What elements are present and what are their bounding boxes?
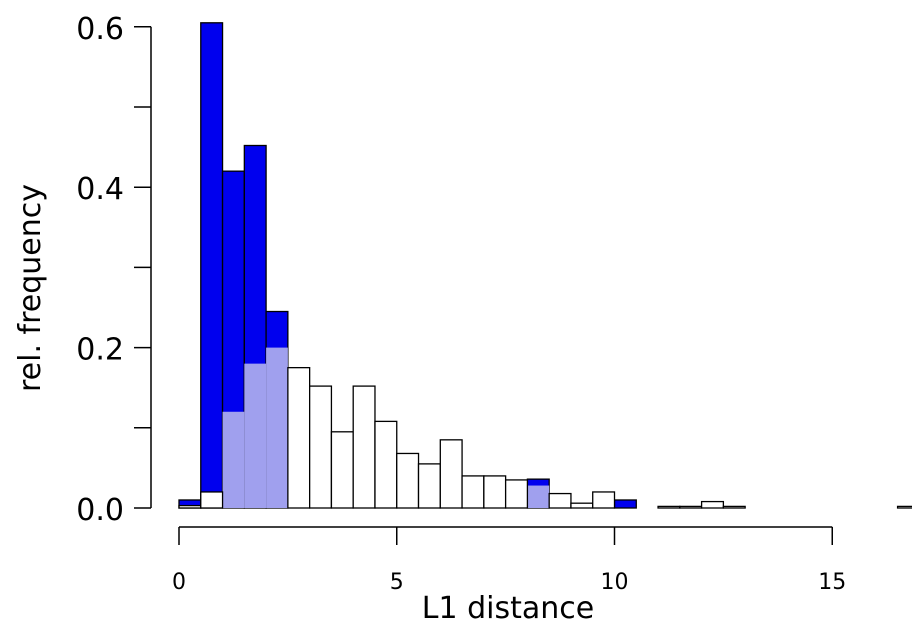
histogram-bar [613,499,637,509]
histogram-bar [374,420,398,509]
histogram-bar [396,452,420,509]
x-tick-label: 15 [818,570,846,595]
histogram-bar [896,505,912,509]
histogram-bar [200,491,224,509]
histogram-bar [461,475,485,509]
histogram-bar [308,385,333,509]
x-tick-label: 0 [172,570,186,595]
histogram-bar [592,491,616,509]
histogram-bar [330,431,354,509]
histogram-bar [722,505,746,509]
y-tick-label: 0.2 [76,333,124,368]
histogram-bar [504,479,529,509]
histogram-bar [287,366,311,509]
bars-layer [178,22,912,509]
histogram-bar [178,504,202,509]
histogram-bar [266,347,288,508]
y-tick-label: 0.6 [76,12,124,47]
x-axis: 0 5 10 15 [172,526,846,595]
y-axis-title: rel. frequency [13,184,48,392]
histogram-bar [439,439,463,509]
histogram-bar [222,411,245,508]
histogram-bar [200,22,224,509]
y-tick-label: 0.0 [76,493,124,528]
histogram-bar [352,385,376,509]
y-tick-label: 0.4 [76,172,124,207]
histogram-bar [700,500,725,509]
x-axis-title: L1 distance [422,591,594,623]
histogram-bar [657,505,681,509]
histogram-bar [527,485,550,508]
histogram-bar [483,475,507,509]
histogram-bar [570,502,594,509]
x-tick-label: 10 [601,570,629,595]
histogram-bar [244,363,267,508]
histogram-bar [548,492,572,509]
histogram-bar [417,463,441,509]
histogram-bar [679,505,703,509]
x-tick-label: 5 [390,570,404,595]
y-axis: 0.0 0.2 0.4 0.6 [76,12,152,528]
